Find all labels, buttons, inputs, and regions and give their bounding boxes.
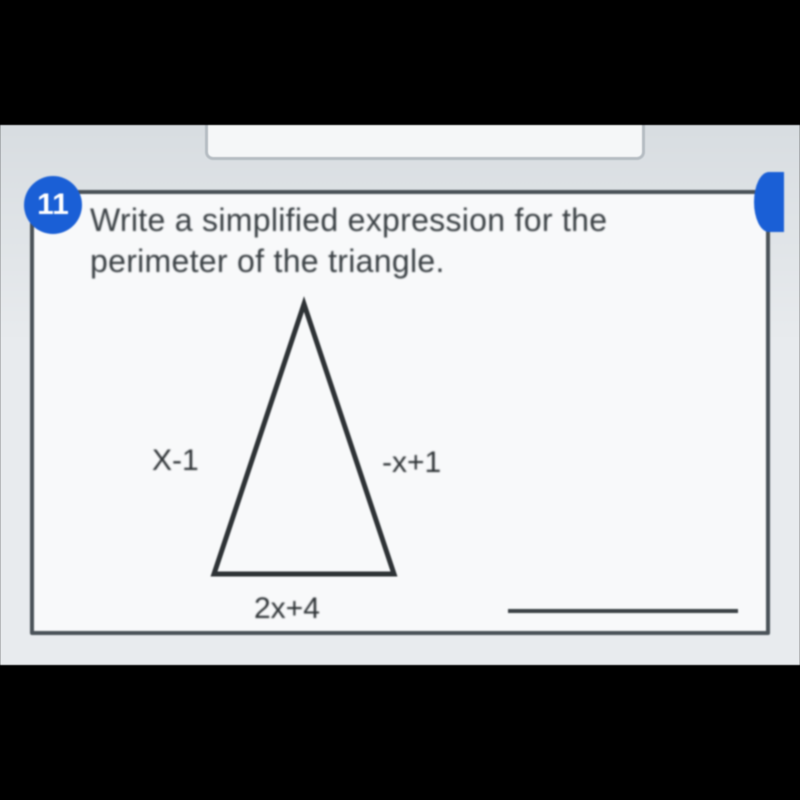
next-badge-partial — [754, 172, 784, 232]
side-label-bottom: 2x+4 — [254, 592, 320, 626]
question-box: 11 Write a simplified expression for the… — [30, 190, 770, 635]
answer-blank-line — [508, 609, 738, 613]
side-label-right: -x+1 — [382, 446, 441, 480]
question-number: 11 — [37, 188, 69, 222]
question-number-badge: 11 — [24, 176, 82, 234]
prompt-line-2: perimeter of the triangle. — [90, 243, 445, 279]
triangle-shape — [214, 304, 394, 574]
partial-box-above — [205, 125, 645, 160]
triangle-svg — [184, 294, 424, 594]
question-prompt: Write a simplified expression for the pe… — [90, 200, 756, 282]
side-label-left: X-1 — [152, 444, 199, 478]
screen-area: 11 Write a simplified expression for the… — [0, 125, 800, 665]
prompt-line-1: Write a simplified expression for the — [90, 202, 607, 238]
triangle-diagram: X-1 -x+1 2x+4 — [124, 294, 504, 604]
